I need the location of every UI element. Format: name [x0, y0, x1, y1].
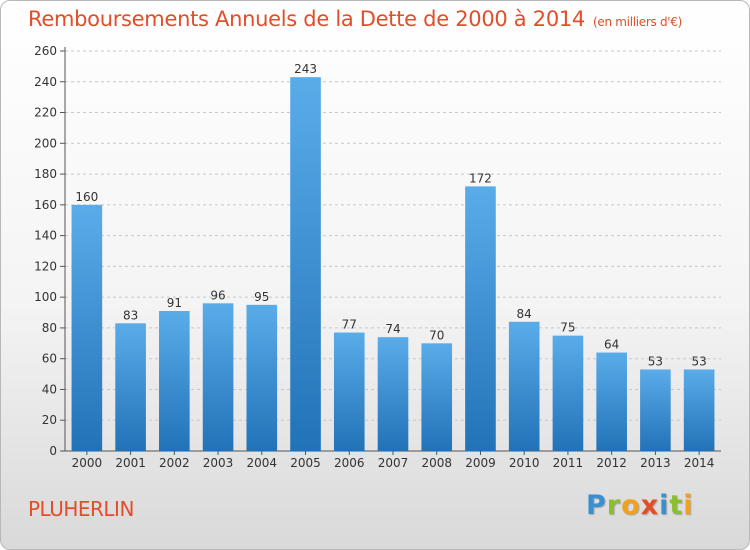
bar-2006	[333, 332, 365, 451]
data-label-2013: 53	[648, 354, 663, 368]
y-tick-label: 240	[34, 75, 57, 89]
data-label-2000: 160	[75, 190, 98, 204]
x-tick-label-2005: 2005	[290, 456, 321, 470]
x-tick-label-2011: 2011	[553, 456, 584, 470]
x-tick-label-2007: 2007	[378, 456, 409, 470]
y-tick-label: 200	[34, 136, 57, 150]
y-tick-label: 40	[42, 382, 57, 396]
x-tick-label-2006: 2006	[334, 456, 365, 470]
y-tick-label: 140	[34, 229, 57, 243]
data-label-2002: 91	[167, 296, 182, 310]
data-label-2012: 64	[604, 338, 619, 352]
data-label-2010: 84	[517, 307, 532, 321]
x-tick-label-2012: 2012	[596, 456, 627, 470]
y-tick-label: 100	[34, 290, 57, 304]
data-label-2004: 95	[254, 290, 269, 304]
data-label-2003: 96	[210, 288, 225, 302]
x-tick-label-2008: 2008	[421, 456, 452, 470]
x-tick-label-2013: 2013	[640, 456, 671, 470]
data-label-2001: 83	[123, 308, 138, 322]
data-label-2007: 74	[385, 322, 400, 336]
y-tick-label: 60	[42, 352, 57, 366]
x-tick-label-2001: 2001	[115, 456, 146, 470]
bar-2003	[202, 303, 234, 451]
x-tick-label-2002: 2002	[159, 456, 190, 470]
y-tick-label: 20	[42, 413, 57, 427]
bar-2001	[115, 323, 146, 451]
x-tick-label-2003: 2003	[203, 456, 234, 470]
y-tick-label: 220	[34, 106, 57, 120]
bar-2013	[640, 369, 671, 451]
proxiti-logo[interactable]: Proxiti	[586, 490, 694, 521]
bar-2004	[246, 304, 278, 451]
bar-2008	[421, 343, 453, 451]
bar-2014	[683, 369, 715, 451]
x-tick-label-2000: 2000	[72, 456, 103, 470]
y-tick-label: 180	[34, 167, 57, 181]
chart-title: Remboursements Annuels de la Dette de 20…	[28, 7, 682, 31]
x-tick-label-2004: 2004	[247, 456, 278, 470]
data-label-2008: 70	[429, 328, 444, 342]
bar-2007	[377, 337, 409, 451]
bar-2011	[552, 335, 584, 451]
data-label-2014: 53	[691, 354, 706, 368]
y-tick-label: 160	[34, 198, 57, 212]
bar-2010	[508, 321, 540, 451]
x-tick-label-2010: 2010	[509, 456, 540, 470]
y-tick-label: 260	[34, 44, 57, 58]
data-label-2011: 75	[560, 321, 575, 335]
y-tick-label: 0	[49, 444, 57, 458]
x-tick-label-2009: 2009	[465, 456, 496, 470]
data-label-2005: 243	[294, 62, 317, 76]
chart-title-text: Remboursements Annuels de la Dette de 20…	[28, 7, 585, 31]
y-tick-label: 120	[34, 259, 57, 273]
chart-unit: (en milliers d'€)	[593, 15, 683, 29]
bar-2000	[71, 204, 103, 451]
bar-2009	[465, 186, 496, 451]
bar-2012	[596, 352, 627, 451]
x-tick-label-2014: 2014	[684, 456, 715, 470]
data-label-2006: 77	[342, 318, 357, 332]
commune-name: PLUHERLIN	[28, 497, 134, 521]
bar-2005	[290, 77, 321, 452]
data-label-2009: 172	[469, 171, 492, 185]
bar-2002	[159, 311, 190, 451]
y-tick-label: 80	[42, 321, 57, 335]
